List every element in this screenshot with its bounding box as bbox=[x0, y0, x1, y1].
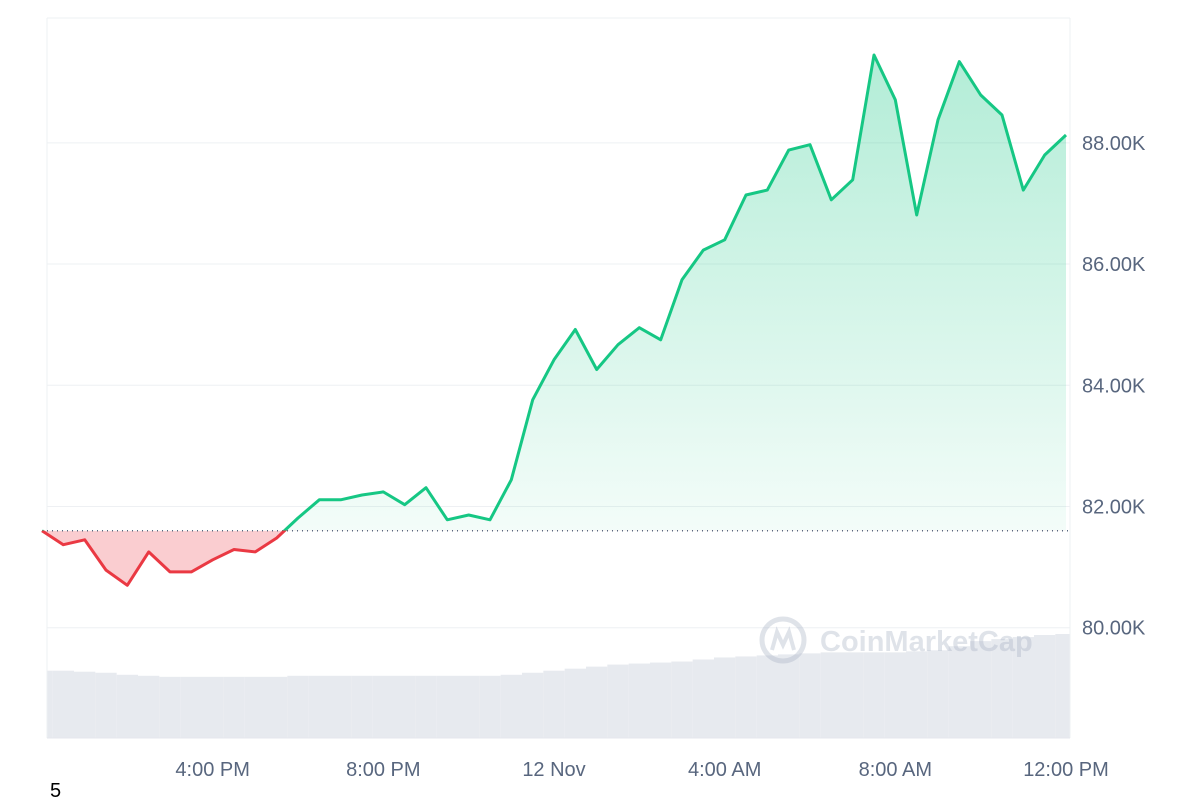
volume-bar bbox=[138, 675, 160, 738]
volume-bar bbox=[47, 670, 53, 738]
volume-bar bbox=[522, 672, 544, 738]
watermark: CoinMarketCap bbox=[759, 616, 1033, 664]
volume-bar bbox=[778, 654, 800, 738]
volume-bar bbox=[714, 657, 736, 738]
x-tick-label: 4:00 PM bbox=[175, 759, 249, 781]
volume-bar bbox=[692, 659, 714, 738]
volume-bar bbox=[586, 666, 608, 738]
volume-bar bbox=[1034, 635, 1056, 738]
volume-bar bbox=[799, 653, 821, 738]
plot-layer bbox=[41, 53, 1070, 587]
volume-bar bbox=[991, 639, 1013, 738]
area-up bbox=[42, 55, 1066, 531]
volume-bar bbox=[74, 671, 96, 738]
volume-bar bbox=[372, 675, 394, 738]
volume-bar bbox=[308, 675, 330, 738]
volume-bar bbox=[1012, 637, 1034, 738]
volume-bar bbox=[970, 641, 992, 738]
x-tick-label: 4:00 AM bbox=[688, 759, 761, 781]
volume-bar bbox=[906, 651, 928, 738]
volume-bar bbox=[628, 663, 650, 738]
volume-bar bbox=[500, 674, 522, 738]
y-tick-label: 82.00K bbox=[1082, 496, 1146, 518]
volume-bar bbox=[180, 676, 202, 738]
volume-bar bbox=[607, 664, 629, 738]
y-tick-label: 86.00K bbox=[1082, 254, 1146, 276]
volume-bar bbox=[287, 675, 309, 738]
volume-bar bbox=[244, 676, 266, 738]
x-tick-label: 12 Nov bbox=[522, 759, 585, 781]
volume-bar bbox=[351, 675, 373, 738]
volume-bar bbox=[884, 652, 906, 738]
volume-bar bbox=[756, 655, 778, 738]
volume-bar bbox=[1055, 634, 1070, 738]
area-down bbox=[42, 530, 285, 586]
y-tick-label: 84.00K bbox=[1082, 375, 1146, 397]
volume-bar bbox=[95, 672, 117, 738]
volume-bar bbox=[394, 675, 416, 738]
x-tick-label: 8:00 PM bbox=[346, 759, 420, 781]
volume-bar bbox=[458, 675, 480, 738]
price-line bbox=[41, 53, 1068, 587]
volume-bar bbox=[543, 670, 565, 738]
volume-bar bbox=[671, 661, 693, 738]
volume-bar bbox=[479, 675, 501, 738]
volume-bar bbox=[202, 676, 224, 738]
volume-bar bbox=[436, 675, 458, 738]
volume-bar bbox=[159, 676, 181, 738]
x-tick-label: 12:00 PM bbox=[1023, 759, 1109, 781]
volume-bar bbox=[650, 662, 672, 738]
x-tick-label: 8:00 AM bbox=[859, 759, 932, 781]
volume-bar bbox=[330, 675, 352, 738]
y-tick-label: 88.00K bbox=[1082, 133, 1146, 155]
volume-bar bbox=[927, 650, 949, 738]
volume-bar bbox=[735, 656, 757, 738]
volume-bar bbox=[266, 676, 288, 738]
volume-bar bbox=[52, 670, 74, 738]
volume-bar bbox=[223, 676, 245, 738]
volume-layer bbox=[47, 634, 1070, 738]
volume-bar bbox=[863, 652, 885, 738]
volume-bar bbox=[116, 674, 138, 738]
volume-bar bbox=[564, 668, 586, 738]
volume-bar bbox=[842, 652, 864, 738]
y-tick-label: 80.00K bbox=[1082, 618, 1146, 640]
volume-bar bbox=[948, 646, 970, 738]
watermark-text: CoinMarketCap bbox=[820, 626, 1033, 658]
volume-bar bbox=[820, 652, 842, 738]
volume-bar bbox=[415, 675, 437, 738]
footnote: 5 bbox=[50, 780, 61, 800]
